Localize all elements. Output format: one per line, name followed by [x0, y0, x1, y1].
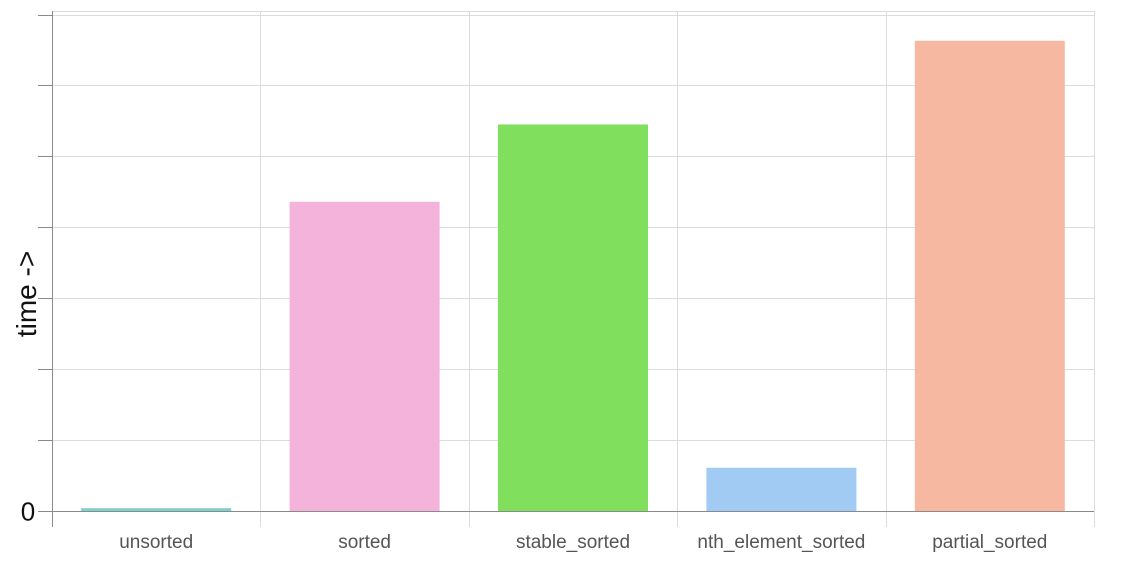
bar-sorted — [289, 201, 440, 511]
bars — [81, 40, 1065, 512]
tick-labels: 0 unsorted sorted stable_sorted nth_element_… — [21, 497, 1048, 554]
bar-partial_sorted — [914, 40, 1065, 512]
axes — [38, 11, 1094, 527]
bar-stable_sorted — [498, 124, 648, 512]
x-tick-label: sorted — [338, 532, 391, 553]
y-axis-label: time -> — [11, 251, 42, 337]
bar-unsorted — [81, 508, 232, 511]
y-tick-label: 0 — [21, 497, 35, 527]
x-tick-label: partial_sorted — [932, 532, 1047, 553]
x-tick-label: stable_sorted — [516, 532, 630, 553]
x-tick-label: nth_element_sorted — [697, 532, 865, 553]
bar-nth_element_sorted — [706, 467, 857, 511]
x-tick-label: unsorted — [119, 532, 193, 553]
